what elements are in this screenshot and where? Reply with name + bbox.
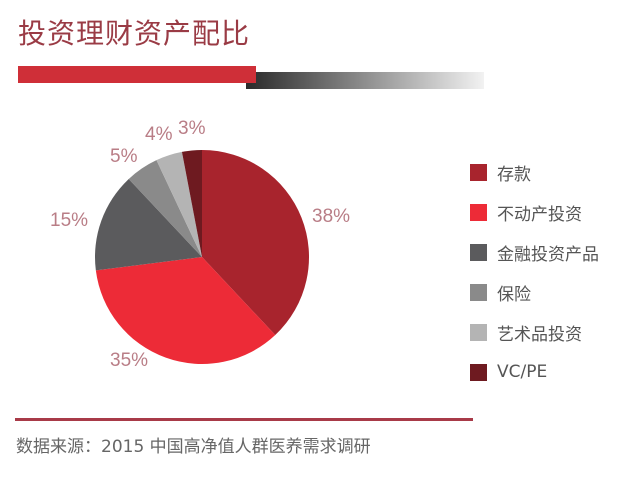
pie-slice-5	[181, 150, 202, 257]
legend-item-art: 艺术品投资	[470, 312, 599, 352]
pie-slice-2	[95, 179, 202, 271]
legend-swatch	[470, 163, 487, 181]
slice-label-financial: 15%	[50, 210, 89, 231]
slice-label-vcpe: 3%	[178, 118, 206, 139]
pie-slice-0	[202, 150, 309, 335]
legend-item-deposit: 存款	[470, 152, 599, 192]
slice-label-real-estate: 35%	[110, 350, 149, 371]
decorative-gradient-bar	[246, 72, 484, 89]
slice-label-deposit: 38%	[312, 206, 351, 227]
legend-item-insurance: 保险	[470, 272, 599, 312]
pie-slice-4	[156, 151, 202, 257]
legend-item-vcpe: VC/PE	[470, 352, 599, 392]
slice-label-art: 4%	[145, 124, 173, 145]
slice-label-insurance: 5%	[110, 146, 138, 167]
legend-swatch	[470, 203, 487, 221]
source-note: 数据来源：2015 中国高净值人群医养需求调研	[16, 437, 371, 457]
pie-slice-3	[128, 160, 202, 257]
pie-slice-1	[95, 257, 276, 364]
legend-swatch	[470, 363, 487, 381]
chart-title: 投资理财资产配比	[18, 17, 251, 50]
footer-rule	[15, 418, 473, 421]
legend-swatch	[470, 283, 487, 301]
legend-item-financial: 金融投资产品	[470, 232, 599, 272]
legend-swatch	[470, 323, 487, 341]
legend-swatch	[470, 243, 487, 261]
legend-item-real-estate: 不动产投资	[470, 192, 599, 232]
legend: 存款 不动产投资 金融投资产品 保险 艺术品投资 VC/PE	[470, 152, 599, 392]
decorative-red-bar	[18, 66, 256, 83]
